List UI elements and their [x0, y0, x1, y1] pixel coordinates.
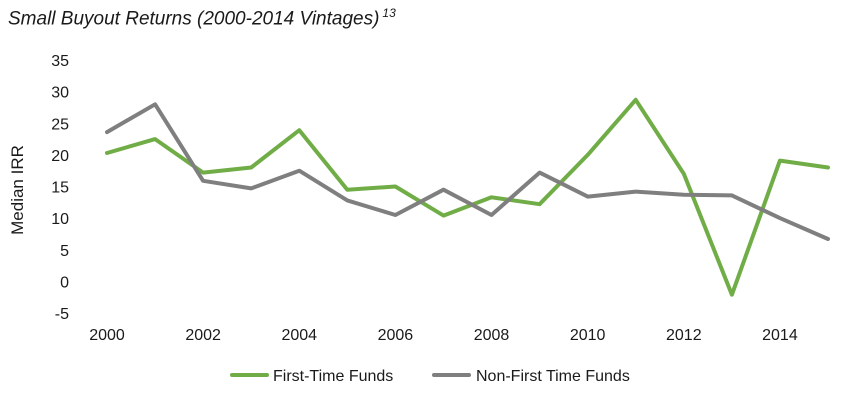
y-tick-label: -5: [55, 306, 69, 323]
series-lines: [105, 97, 830, 297]
x-tick-label: 2000: [89, 327, 125, 344]
x-tick-label: 2006: [378, 327, 414, 344]
y-tick-label: 15: [51, 180, 69, 197]
x-tick-label: 2002: [185, 327, 221, 344]
y-tick-label: 10: [51, 211, 69, 228]
series-line-1: [105, 97, 830, 297]
chart-title: Small Buyout Returns (2000-2014 Vintages…: [8, 6, 396, 30]
series-line-2: [105, 102, 830, 241]
legend: First-Time Funds Non-First Time Funds: [230, 368, 630, 385]
x-tick-label: 2004: [281, 327, 317, 344]
x-tick-label: 2008: [474, 327, 510, 344]
y-tick-label: 5: [60, 243, 69, 260]
y-axis-label: Median IRR: [8, 145, 27, 235]
title-footnote: 13: [382, 6, 396, 20]
y-tick-label: 30: [51, 85, 69, 102]
x-tick-label: 2014: [762, 327, 798, 344]
y-tick-label: 20: [51, 148, 69, 165]
legend-label: Non-First Time Funds: [476, 368, 630, 385]
legend-label: First-Time Funds: [273, 368, 393, 385]
y-tick-label: 35: [51, 53, 69, 70]
y-tick-label: 25: [51, 116, 69, 133]
y-tick-label: 0: [60, 274, 69, 291]
x-tick-label: 2010: [570, 327, 606, 344]
x-tick-label: 2012: [666, 327, 702, 344]
x-axis-ticks: 2000 2002 2004 2006 2008 2010 2012 2014: [89, 327, 798, 344]
y-axis-ticks: 35 30 25 20 15 10 5 0 -5: [51, 53, 69, 323]
